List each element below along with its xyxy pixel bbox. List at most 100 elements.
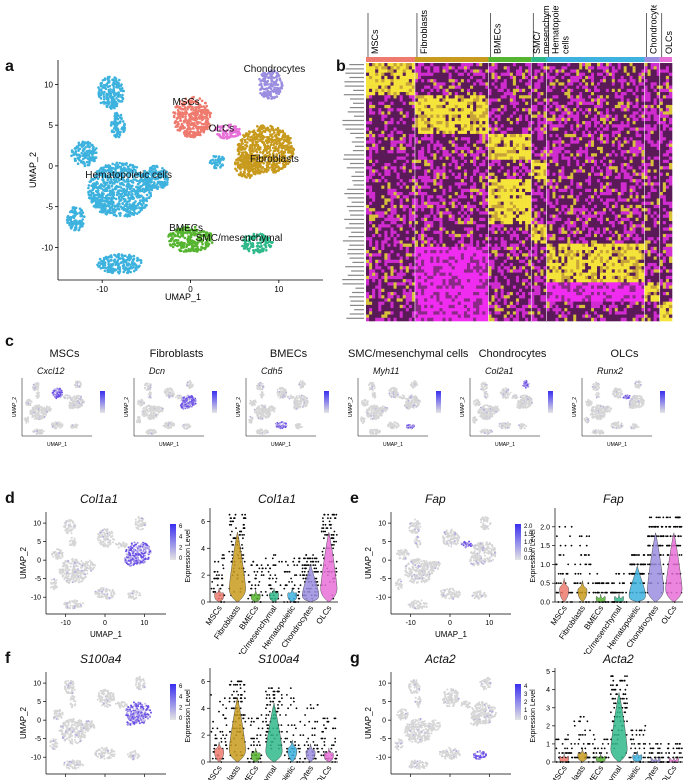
- expression-point: [679, 544, 682, 547]
- cell-point: [99, 101, 103, 105]
- cell-point: [261, 239, 264, 243]
- expression-point: [326, 527, 329, 529]
- expression-point: [312, 564, 315, 566]
- cell-point: [127, 191, 130, 194]
- expression-point: [270, 687, 273, 689]
- marker-heatmap: MSCs Fibroblasts BMECs SMC/mesenchymal Hemat…: [342, 5, 674, 322]
- cell-point: [120, 100, 124, 103]
- expression-point: [289, 687, 292, 689]
- expression-point: [578, 738, 581, 741]
- cell-point: [127, 269, 130, 273]
- cell-point: [199, 121, 202, 124]
- cell-point: [115, 262, 119, 266]
- cell-point: [116, 121, 120, 125]
- expression-point: [297, 587, 300, 590]
- expression-point: [211, 581, 214, 583]
- cell-point: [242, 238, 245, 242]
- cell-point: [179, 229, 183, 233]
- expression-point: [271, 557, 274, 560]
- cell-point: [201, 242, 204, 246]
- cell-point: [127, 185, 131, 189]
- cell-point: [255, 169, 258, 173]
- cell-point: [235, 134, 238, 137]
- expression-point: [323, 741, 326, 743]
- cell-point: [211, 158, 215, 162]
- cell-point: [129, 196, 133, 199]
- cell-point: [257, 161, 260, 164]
- cell-point: [108, 181, 112, 185]
- cell-point: [80, 209, 83, 213]
- cell-point: [199, 127, 203, 131]
- expression-point: [566, 747, 569, 750]
- gene-name-mark: [355, 137, 364, 139]
- cell-point: [263, 158, 266, 161]
- violin-shape: [287, 587, 298, 603]
- cell-point: [267, 238, 270, 242]
- cell-point: [267, 71, 270, 75]
- y-tick-label: 0: [37, 718, 41, 725]
- gene-name-mark: [351, 270, 364, 272]
- cell-point: [247, 164, 250, 168]
- cell-point: [112, 201, 115, 205]
- expression-point: [214, 570, 216, 573]
- gene-name-mark: [345, 72, 364, 74]
- cell-point: [203, 112, 207, 115]
- expression-point: [322, 730, 324, 733]
- expression-point: [268, 710, 271, 713]
- cell-point: [119, 165, 123, 169]
- cell-point: [277, 92, 280, 95]
- cell-point: [187, 123, 190, 127]
- cell-point: [189, 235, 193, 239]
- cell-point: [261, 237, 264, 241]
- expression-point: [330, 527, 332, 529]
- gene-name-mark: [349, 244, 364, 246]
- cluster-label: SMC/mesenchymal: [196, 233, 283, 244]
- cell-point: [99, 266, 103, 270]
- cell-point: [114, 82, 117, 85]
- cell-point: [285, 137, 289, 141]
- cell-point: [90, 177, 93, 181]
- cell-point: [271, 157, 275, 160]
- violin-shape: [647, 532, 665, 603]
- cell-point: [70, 225, 74, 228]
- cell-point: [184, 248, 188, 252]
- cell-point: [122, 128, 125, 132]
- expression-point: [251, 564, 253, 566]
- expression-point: [214, 591, 217, 593]
- cluster-label: BMECs: [169, 223, 203, 234]
- cell-point: [284, 148, 287, 151]
- expression-point: [281, 697, 283, 700]
- cluster-label: Fibroblasts: [250, 154, 299, 165]
- cell-point: [80, 142, 84, 146]
- expression-point: [283, 570, 286, 573]
- cell-point: [122, 183, 125, 187]
- cell-point: [253, 163, 256, 166]
- expression-point: [264, 557, 267, 560]
- cell-point: [183, 129, 187, 133]
- expression-point: [234, 513, 237, 516]
- cell-point: [275, 91, 278, 94]
- cell-point: [198, 103, 202, 107]
- color-scale-label: 1.0: [524, 540, 533, 546]
- cell-point: [180, 122, 184, 126]
- expression-point: [569, 601, 572, 603]
- expression-point: [286, 747, 288, 750]
- expression-point: [558, 554, 561, 556]
- cell-point: [112, 97, 115, 100]
- expression-point: [293, 584, 296, 587]
- cell-point: [100, 91, 103, 94]
- expression-point: [313, 734, 316, 736]
- expression-point: [214, 560, 216, 563]
- expression-point: [641, 572, 644, 575]
- cell-point: [113, 269, 117, 272]
- cell-point: [269, 87, 273, 91]
- cell-point: [102, 93, 105, 96]
- expression-point: [272, 694, 275, 696]
- expression-point: [598, 752, 601, 754]
- cell-point: [274, 128, 277, 131]
- cell-point: [182, 120, 186, 124]
- expression-point: [273, 697, 276, 700]
- group-header-label: MSCs: [370, 29, 380, 54]
- cell-point: [82, 152, 86, 156]
- cell-point: [108, 196, 111, 200]
